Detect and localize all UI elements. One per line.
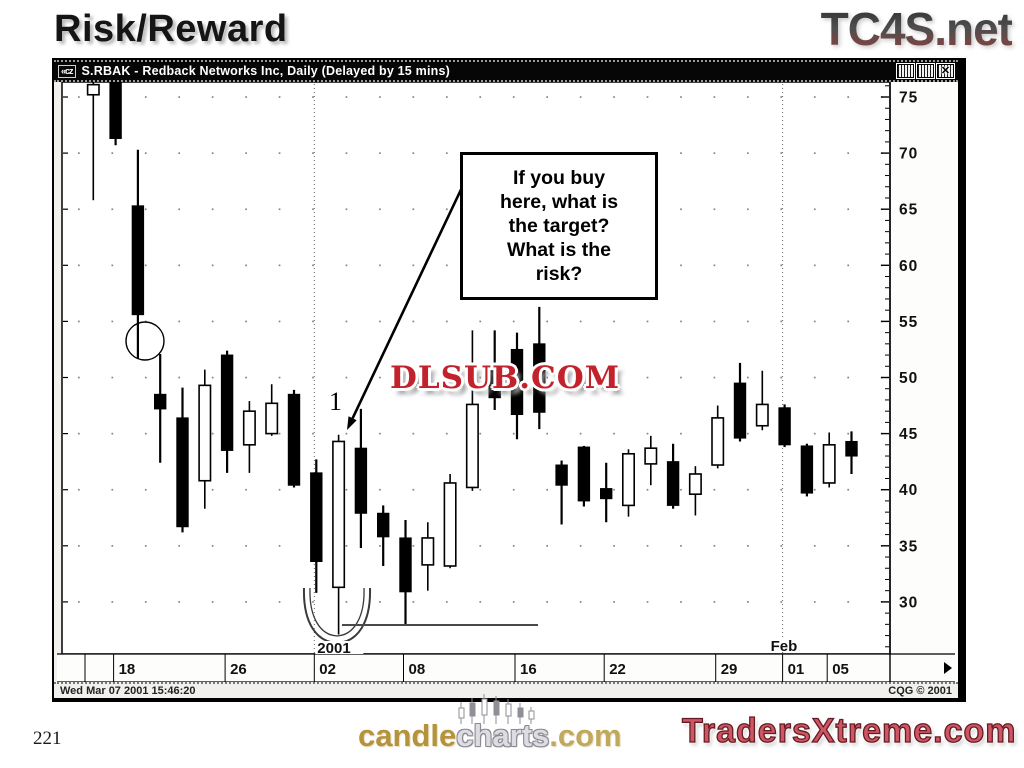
minimize-button[interactable] xyxy=(896,63,915,79)
svg-text:18: 18 xyxy=(119,661,136,678)
arrow-annotation xyxy=(347,159,477,430)
circle-annotation xyxy=(125,321,165,361)
cqg-app-icon: «cz xyxy=(58,64,76,78)
svg-text:35: 35 xyxy=(899,538,918,555)
candlestick xyxy=(533,306,546,430)
close-icon: ✕ xyxy=(940,64,951,77)
candlestick xyxy=(577,445,591,507)
candlestick xyxy=(154,353,167,463)
svg-text:Feb: Feb xyxy=(771,638,798,655)
svg-text:02: 02 xyxy=(319,661,336,678)
status-bar: Wed Mar 07 2001 15:46:20 CQG © 2001 xyxy=(54,682,958,698)
candle-number-label: 1 xyxy=(329,387,342,416)
candlecharts-logo-candle: candle xyxy=(358,718,457,753)
candlestick xyxy=(555,460,568,525)
candlestick xyxy=(310,459,323,593)
candlestick xyxy=(600,462,613,523)
candlestick xyxy=(287,389,301,488)
candlestick xyxy=(399,519,412,626)
svg-text:30: 30 xyxy=(899,594,918,611)
svg-text:16: 16 xyxy=(520,661,537,678)
status-copyright: CQG © 2001 xyxy=(888,685,952,697)
candlestick xyxy=(354,408,368,549)
price-panel xyxy=(890,82,958,682)
svg-text:08: 08 xyxy=(409,661,426,678)
candlesticks-icon xyxy=(458,694,535,724)
month-separators xyxy=(313,84,784,653)
maximize-button[interactable] xyxy=(916,63,935,79)
date-axis: 18 26 02 08 16 22 29 01 05 xyxy=(57,82,955,682)
candlestick xyxy=(644,435,658,486)
svg-text:45: 45 xyxy=(899,426,918,443)
candlestick xyxy=(621,449,635,517)
candlestick xyxy=(465,330,479,491)
candlestick xyxy=(377,505,390,566)
window-title: S.RBAK - Redback Networks Inc, Daily (De… xyxy=(81,64,450,78)
svg-text:50: 50 xyxy=(899,370,918,387)
svg-text:60: 60 xyxy=(899,258,918,275)
candlestick xyxy=(86,82,100,201)
svg-text:55: 55 xyxy=(899,314,918,331)
window-titlebar[interactable]: «cz S.RBAK - Redback Networks Inc, Daily… xyxy=(54,60,958,82)
candlestick xyxy=(778,404,791,448)
month-labels: 2001 Feb xyxy=(315,638,805,657)
svg-text:2001: 2001 xyxy=(317,640,350,657)
candlestick xyxy=(220,350,234,473)
price-axis: 75 70 65 60 55 50 45 40 35 30 xyxy=(899,90,918,612)
svg-text:05: 05 xyxy=(832,661,849,678)
candlestick xyxy=(488,330,501,411)
candlestick xyxy=(666,443,680,509)
svg-text:29: 29 xyxy=(721,661,738,678)
candlestick xyxy=(510,332,524,440)
callout-box: If you buy here, what is the target? Wha… xyxy=(460,152,658,300)
page-number: 221 xyxy=(33,728,62,749)
candlecharts-logo: candlecharts.com xyxy=(358,694,622,754)
status-datetime: Wed Mar 07 2001 15:46:20 xyxy=(60,685,196,697)
svg-text:01: 01 xyxy=(788,661,805,678)
candlestick xyxy=(421,522,435,591)
scroll-right-arrow[interactable] xyxy=(944,662,952,674)
candlestick xyxy=(332,434,346,635)
close-button[interactable]: ✕ xyxy=(936,63,955,79)
candlesticks xyxy=(86,82,858,635)
candlestick xyxy=(845,431,858,474)
svg-text:22: 22 xyxy=(609,661,626,678)
candlestick xyxy=(822,432,836,488)
candlestick xyxy=(755,370,769,431)
svg-text:70: 70 xyxy=(899,146,918,163)
price-ticks xyxy=(63,85,889,648)
candlestick xyxy=(800,443,814,497)
candlestick xyxy=(242,401,256,473)
candlestick xyxy=(265,384,279,436)
candlecharts-logo-com: .com xyxy=(549,718,622,753)
svg-text:75: 75 xyxy=(899,90,918,107)
candlestick xyxy=(198,369,212,509)
candlestick xyxy=(109,82,122,146)
candlestick xyxy=(176,387,189,533)
svg-text:26: 26 xyxy=(230,661,247,678)
candlestick xyxy=(711,405,725,469)
dlsub-watermark: DLSUB.COM xyxy=(389,360,621,396)
tc4s-logo: TC4S.net xyxy=(820,3,1013,55)
candlestick xyxy=(688,466,702,516)
tradersxtreme-logo: TradersXtreme.com xyxy=(681,711,1017,750)
candlestick xyxy=(733,362,747,442)
chart-window-inner: «cz S.RBAK - Redback Networks Inc, Daily… xyxy=(54,60,958,698)
svg-text:65: 65 xyxy=(899,202,918,219)
svg-text:40: 40 xyxy=(899,482,918,499)
candlestick xyxy=(443,473,457,569)
chart-canvas[interactable]: 18 26 02 08 16 22 29 01 05 2001 Feb 75 70 65 60 55 50 45 4… xyxy=(54,82,958,682)
page-title: Risk/Reward xyxy=(54,8,288,50)
